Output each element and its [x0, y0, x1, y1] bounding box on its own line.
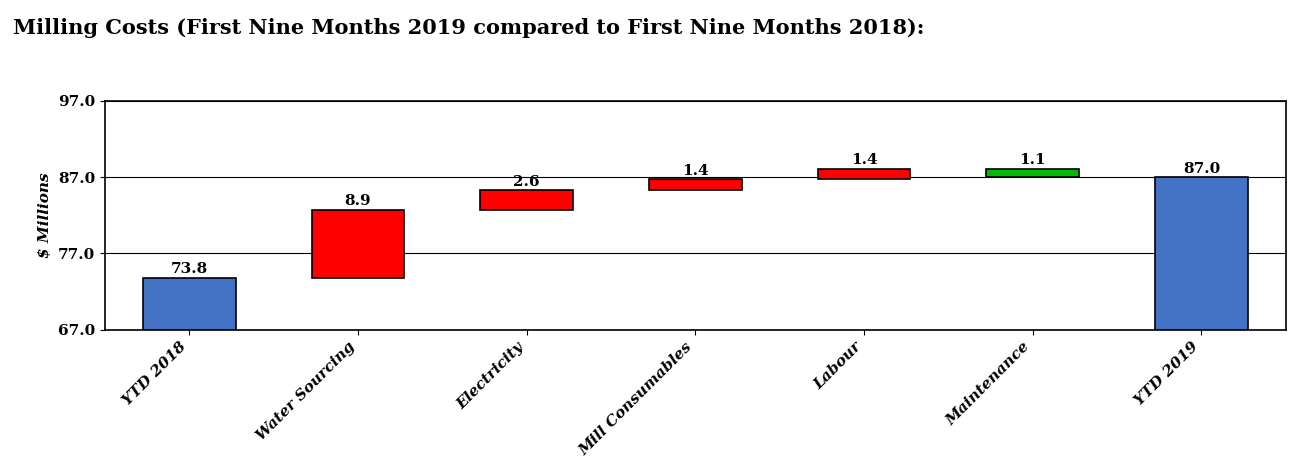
Text: 2.6: 2.6 — [513, 174, 541, 189]
Text: 1.4: 1.4 — [850, 153, 878, 167]
Text: 8.9: 8.9 — [345, 194, 371, 208]
Y-axis label: $ Millions: $ Millions — [38, 173, 52, 258]
Bar — [480, 190, 573, 210]
Text: 1.1: 1.1 — [1019, 153, 1046, 167]
Bar — [143, 278, 236, 330]
Bar — [987, 169, 1078, 177]
Bar — [312, 210, 404, 278]
Text: 73.8: 73.8 — [171, 262, 207, 276]
Bar — [649, 180, 741, 190]
Text: 1.4: 1.4 — [682, 164, 708, 178]
Text: Milling Costs (First Nine Months 2019 compared to First Nine Months 2018):: Milling Costs (First Nine Months 2019 co… — [13, 18, 925, 38]
Text: 87.0: 87.0 — [1183, 162, 1220, 175]
Bar — [1155, 177, 1248, 330]
Bar — [817, 169, 911, 180]
